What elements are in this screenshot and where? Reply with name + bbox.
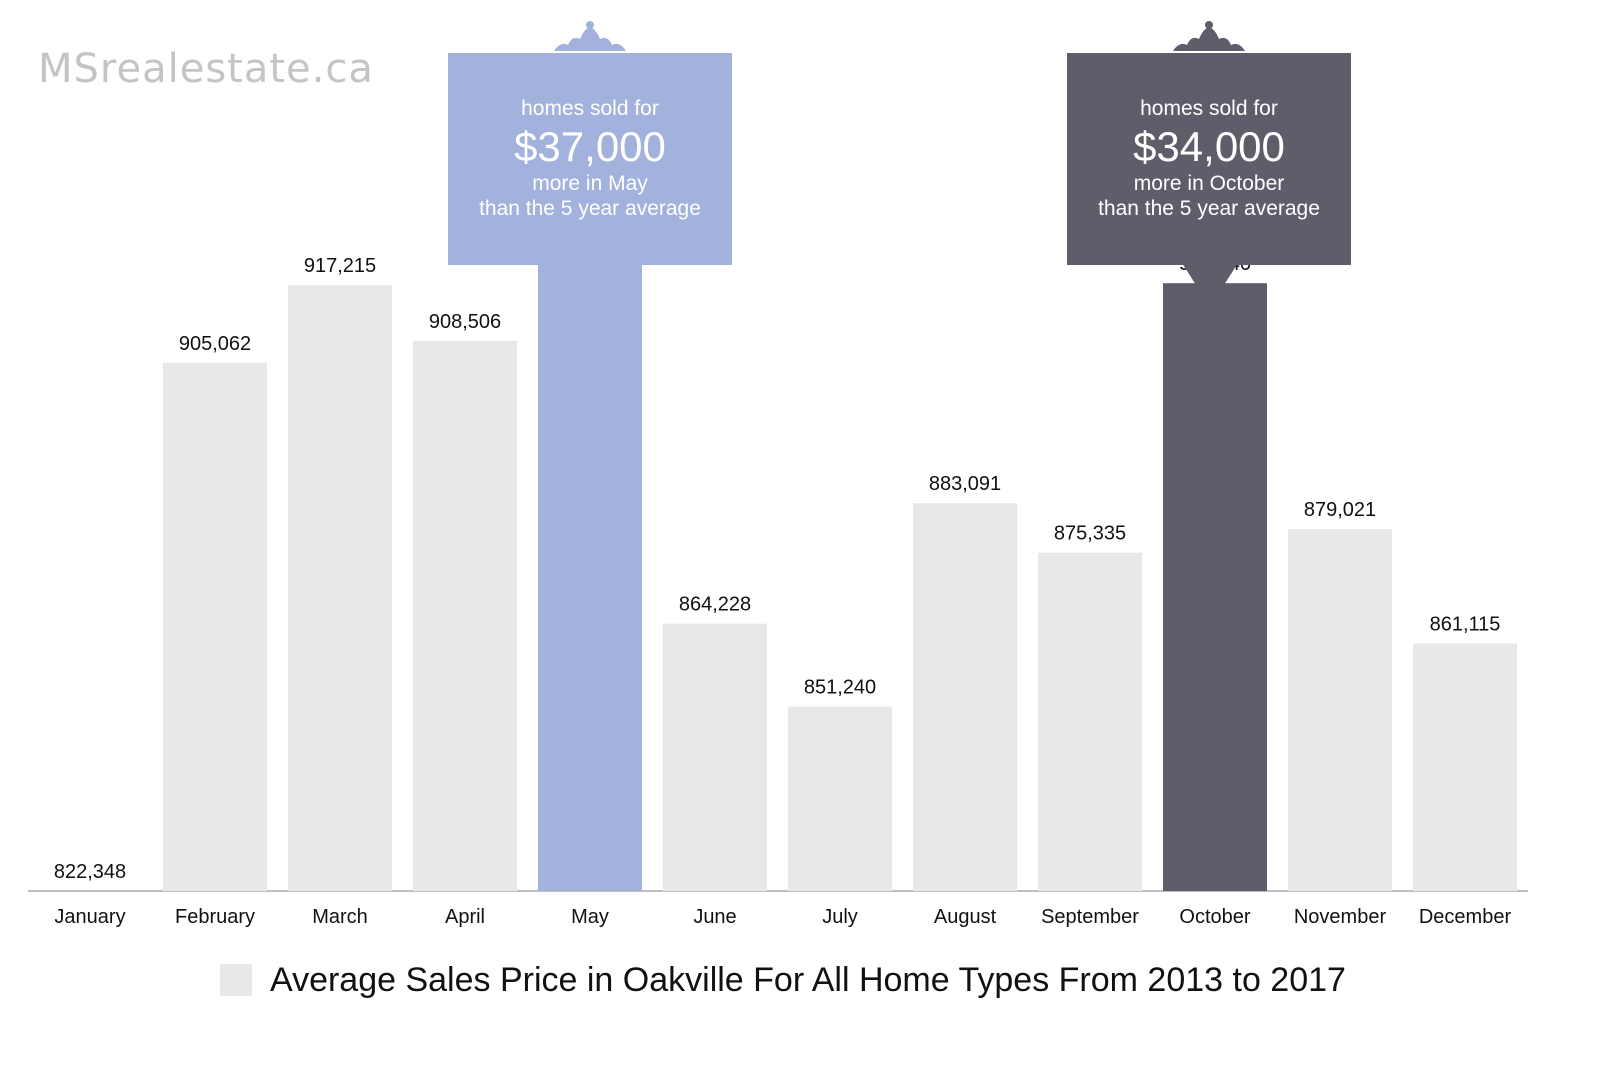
value-label-august: 883,091 — [929, 473, 1001, 495]
tick-label-march: March — [312, 906, 368, 928]
tick-label-june: June — [693, 906, 736, 928]
bar-june — [663, 623, 767, 891]
callout-line1: homes sold for — [1140, 97, 1278, 120]
legend-label: Average Sales Price in Oakville For All … — [270, 960, 1346, 999]
bar-september — [1038, 552, 1142, 891]
crown-icon — [1173, 21, 1245, 51]
callout-line4: than the 5 year average — [1098, 197, 1320, 220]
tick-label-september: September — [1041, 906, 1139, 928]
callout-line3: more in October — [1133, 172, 1285, 195]
value-label-september: 875,335 — [1054, 523, 1126, 545]
callout-pointer — [1182, 263, 1238, 307]
tick-label-july: July — [822, 906, 858, 928]
bar-february — [163, 362, 267, 891]
value-label-november: 879,021 — [1304, 499, 1376, 521]
tick-label-april: April — [445, 906, 485, 928]
value-label-april: 908,506 — [429, 311, 501, 333]
tick-label-may: May — [571, 906, 609, 928]
tick-label-august: August — [934, 906, 997, 928]
bar-october — [1163, 283, 1267, 892]
may-callout: homes sold for $37,000 more in May than … — [448, 21, 732, 307]
callout-pointer — [563, 263, 619, 307]
value-label-december: 861,115 — [1430, 614, 1501, 636]
tick-label-october: October — [1179, 906, 1250, 928]
chart-legend: Average Sales Price in Oakville For All … — [220, 960, 1346, 1000]
bar-april — [413, 340, 517, 891]
bar-july — [788, 706, 892, 891]
tick-label-january: January — [54, 906, 125, 928]
callout-line1: homes sold for — [521, 97, 659, 120]
value-label-june: 864,228 — [679, 594, 751, 616]
october-callout: homes sold for $34,000 more in October t… — [1067, 21, 1351, 307]
bar-august — [913, 503, 1017, 891]
bar-may — [538, 261, 642, 891]
value-label-january: 822,348 — [54, 861, 126, 883]
bar-december — [1413, 643, 1517, 891]
legend-swatch — [220, 964, 252, 996]
value-label-july: 851,240 — [804, 677, 876, 699]
tick-label-december: December — [1419, 906, 1512, 928]
callout-line3: more in May — [532, 172, 648, 195]
value-label-february: 905,062 — [179, 333, 251, 355]
tick-label-november: November — [1294, 906, 1387, 928]
bar-november — [1288, 529, 1392, 891]
callout-amount: $34,000 — [1133, 123, 1285, 170]
bar-march — [288, 285, 392, 891]
tick-label-february: February — [175, 906, 255, 928]
value-label-march: 917,215 — [304, 255, 376, 277]
logo: MSrealestate.ca — [38, 46, 374, 92]
crown-icon — [554, 21, 626, 51]
callout-line4: than the 5 year average — [479, 197, 701, 220]
callout-amount: $37,000 — [514, 123, 666, 170]
